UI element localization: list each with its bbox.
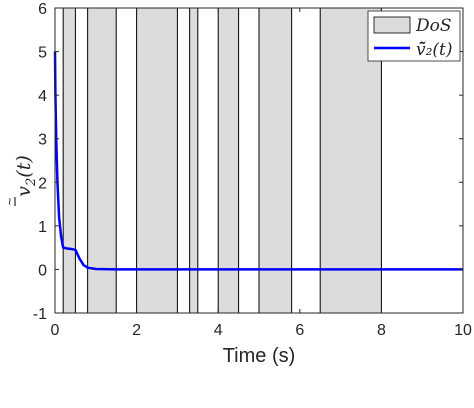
- legend-dos-swatch: [373, 16, 411, 34]
- y-ticks: -1 0 1 2 3 4 5 6: [33, 1, 463, 323]
- x-axis-label: Time (s): [223, 345, 296, 367]
- dos-interval-1: [87, 7, 117, 314]
- axes-box: [54, 7, 464, 314]
- y-label-base: v: [13, 186, 35, 197]
- x-ticks: 0 2 4 6 8 10: [51, 8, 472, 339]
- x-tick-label-0: 0: [51, 322, 60, 339]
- x-tick-label-2: 4: [214, 322, 223, 339]
- x-tick-label-5: 10: [454, 322, 472, 339]
- y-tick-label-1: 0: [38, 262, 47, 279]
- dos-interval-4: [217, 7, 240, 314]
- y-axis-label: v2(t) ~: [2, 155, 39, 206]
- dos-interval-5: [258, 7, 293, 314]
- y-label-tilde-accent: ~: [2, 197, 17, 205]
- legend-series-label: v̄̃₂(t): [416, 40, 453, 60]
- series-layer: [53, 51, 463, 271]
- y-tick-label-4: 3: [38, 132, 47, 149]
- y-tick-label-6: 5: [38, 45, 47, 62]
- y-tick-label-3: 2: [38, 175, 47, 192]
- dos-interval-2: [136, 7, 178, 314]
- dos-interval-3: [189, 7, 199, 314]
- dos-intervals: [62, 7, 382, 314]
- x-tick-label-1: 2: [132, 322, 141, 339]
- y-tick-label-0: -1: [33, 306, 47, 323]
- dos-interval-0: [62, 7, 76, 314]
- y-label-subscript: 2: [24, 178, 39, 187]
- legend-dos-label: DoS: [415, 16, 452, 36]
- series-line-0: [53, 51, 463, 271]
- svg-text:v2(t): v2(t): [13, 155, 39, 196]
- x-tick-label-4: 8: [377, 322, 386, 339]
- y-tick-label-2: 1: [38, 219, 47, 236]
- legend: DoS v̄̃₂(t): [367, 10, 461, 62]
- y-tick-label-7: 6: [38, 1, 47, 18]
- x-tick-label-3: 6: [295, 322, 304, 339]
- y-label-argument: (t): [13, 155, 35, 177]
- y-tick-label-5: 4: [38, 88, 47, 105]
